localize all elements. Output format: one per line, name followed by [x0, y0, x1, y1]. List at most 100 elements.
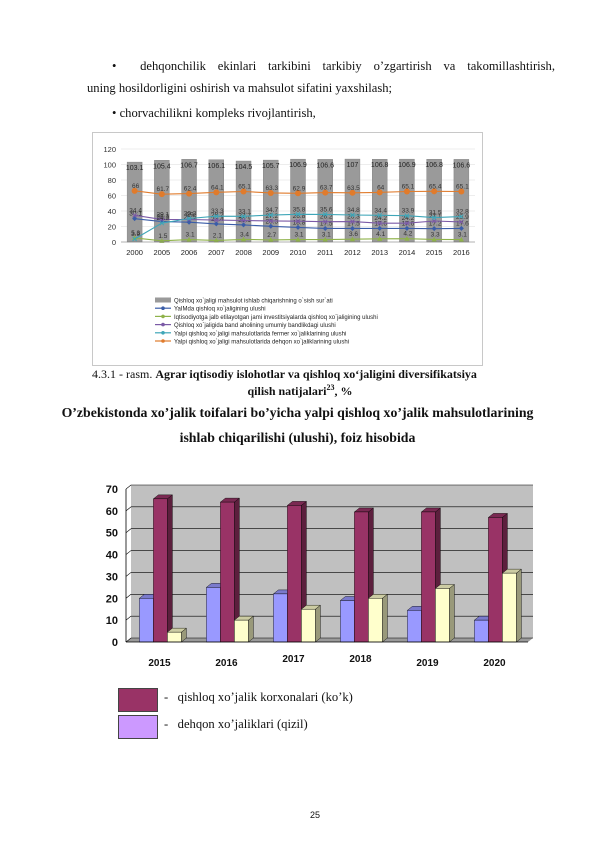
chart-title-line2: ishlab chiqarilishi (ulushi), foiz hisob…: [179, 430, 416, 445]
series-point: [295, 236, 301, 242]
series-point: [241, 213, 246, 219]
point-value-label: 30.3: [184, 211, 197, 218]
series-point: [186, 190, 193, 197]
gridline-side: [125, 637, 132, 643]
series-point: [213, 213, 219, 219]
point-value-label: 65.4: [429, 183, 442, 190]
point-value-label: 3.1: [322, 232, 331, 239]
x-tick-label: 2019: [416, 658, 439, 669]
series-point: [459, 214, 464, 219]
bar-side: [382, 593, 388, 643]
x-tick-label: 2017: [282, 654, 305, 665]
bar-value-label: 106.8: [425, 162, 443, 169]
series-point: [377, 225, 383, 231]
legend-swatch: [118, 688, 158, 712]
point-value-label: 26.3: [347, 214, 360, 221]
legend-label: Yalpi qishloq xo`jaligi mahsulotlarida f…: [174, 331, 346, 337]
series-point: [213, 189, 220, 196]
x-tick-label: 2020: [483, 658, 506, 669]
bar-value-label: 106.1: [208, 163, 226, 170]
series-point: [404, 220, 410, 226]
y-tick-label: 40: [108, 207, 116, 216]
chart-legend: - qishloq xo’jalik korxonalari (ko’k) - …: [118, 688, 418, 746]
y-tick-label: 70: [106, 484, 118, 496]
point-value-label: 29: [186, 212, 194, 219]
series-point: [268, 212, 274, 218]
series-point: [322, 189, 329, 196]
bar: [474, 619, 489, 643]
series-point: [431, 218, 437, 224]
point-value-label: 62.9: [293, 185, 306, 192]
legend-label: Qishloq xo`jaligida band aholining umumi…: [174, 323, 336, 329]
point-value-label: 64: [377, 184, 385, 191]
x-tick-label: 2016: [215, 658, 238, 669]
y-tick-label: 20: [106, 593, 118, 605]
point-value-label: 34.4: [129, 207, 142, 214]
x-tick-label: 2015: [426, 248, 443, 257]
bar-side: [315, 604, 321, 643]
series-point: [268, 237, 274, 242]
legend-label: - dehqon xo’jaliklari (qizil): [164, 717, 308, 731]
x-tick-label: 2012: [344, 248, 361, 257]
series-point: [458, 225, 464, 231]
y-tick-label: 40: [106, 550, 118, 562]
point-value-label: 3.1: [186, 232, 195, 239]
point-value-label: 24.2: [374, 215, 387, 222]
legend-swatch: [118, 715, 158, 739]
legend-marker: [161, 331, 165, 335]
series-point: [241, 218, 246, 223]
series-point: [431, 188, 438, 195]
point-value-label: 61.7: [157, 186, 170, 193]
point-value-label: 17.6: [456, 220, 469, 227]
point-value-label: 64.1: [211, 184, 224, 191]
series-point: [186, 216, 192, 221]
bar: [181, 159, 197, 243]
bar: [234, 619, 249, 643]
series-point: [350, 212, 355, 218]
series-point: [349, 225, 355, 231]
point-value-label: 2.7: [267, 232, 276, 239]
series-point: [377, 212, 383, 218]
point-value-label: 65.1: [456, 184, 469, 191]
x-tick-label: 2018: [349, 654, 372, 665]
series-point: [131, 187, 138, 194]
series-point: [267, 189, 274, 196]
bar: [502, 572, 517, 643]
point-value-label: 3.1: [458, 232, 467, 239]
gridline-side: [125, 484, 132, 490]
point-value-label: 17.2: [429, 221, 442, 228]
series-point: [322, 219, 328, 225]
series-point: [213, 217, 219, 223]
bullet-text-2: • chorvachilikni kompleks rivojlantirish…: [112, 106, 316, 120]
series-point: [132, 212, 137, 218]
legend-swatch: [155, 297, 171, 303]
y-tick-label: 0: [112, 238, 116, 247]
point-value-label: 17.5: [320, 220, 333, 227]
bar-value-label: 107: [347, 162, 359, 169]
series-point: [458, 188, 465, 195]
bar-value-label: 106.6: [316, 162, 334, 169]
series-point: [295, 211, 301, 217]
plot-back-wall: [131, 485, 533, 638]
figure-caption-line2: qilish natijalari23, %: [247, 383, 353, 398]
series-point: [268, 218, 274, 224]
x-tick-label: 2005: [154, 248, 171, 257]
series-point: [240, 188, 247, 195]
point-value-label: 34.8: [347, 207, 360, 214]
x-tick-label: 2015: [148, 658, 171, 669]
point-value-label: 26.2: [320, 214, 333, 221]
series-point: [158, 191, 165, 198]
series-point: [459, 219, 464, 225]
point-value-label: 26.3: [157, 214, 170, 221]
bar: [153, 498, 168, 643]
point-value-label: 3.6: [349, 231, 358, 238]
bar: [354, 511, 369, 643]
y-tick-label: 60: [108, 192, 116, 201]
point-value-label: 4.1: [376, 231, 385, 238]
bar-value-label: 106.6: [453, 162, 471, 169]
point-value-label: 24.3: [157, 215, 170, 222]
series-point: [431, 226, 437, 232]
bar-side: [248, 615, 254, 643]
point-value-label: 63.5: [347, 185, 360, 192]
gridline-side: [125, 528, 132, 533]
